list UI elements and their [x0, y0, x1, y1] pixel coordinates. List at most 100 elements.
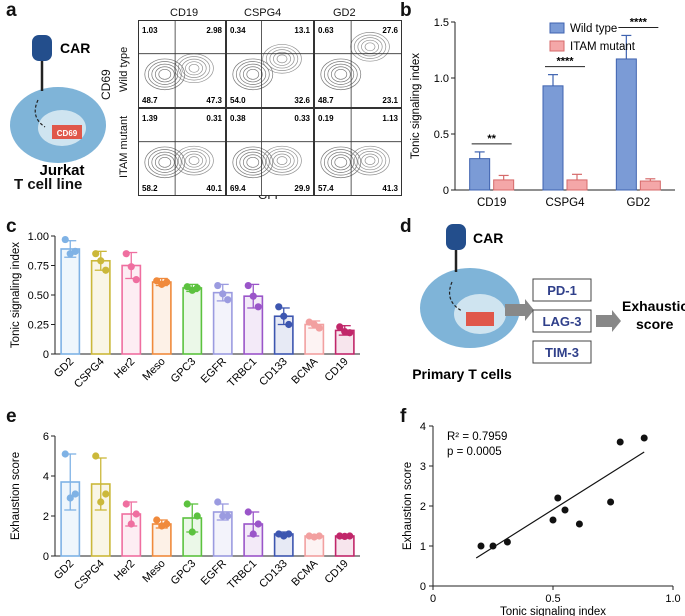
data-point: [193, 284, 201, 292]
bar-fill: [61, 482, 80, 556]
density-contour: [177, 56, 211, 81]
data-point: [132, 276, 140, 284]
bar-fill: [274, 534, 293, 556]
panel-letter-b: b: [400, 0, 412, 21]
density-contour: [158, 156, 172, 168]
bar-wild-type: [615, 58, 637, 191]
signal-arrow-icon: [34, 99, 46, 128]
legend-swatch: [549, 40, 565, 52]
col-label-gd2: GD2: [333, 7, 356, 19]
density-contour: [364, 42, 376, 52]
density-contour: [174, 53, 214, 84]
density-contour: [235, 149, 270, 176]
chart-b-y-tick-label: 0: [443, 185, 449, 197]
bar-fill: [213, 292, 232, 354]
y-tick-label: 2: [420, 501, 426, 513]
flow-plot: 0.19 1.13 57.4 41.3: [314, 108, 402, 196]
significance-label: ****: [630, 16, 648, 28]
data-point: [97, 498, 105, 506]
data-point: [275, 303, 283, 311]
gene-box: [466, 312, 494, 326]
quadrant-ur: 2.98: [206, 26, 222, 35]
legend-label: ITAM mutant: [570, 41, 636, 53]
density-contour: [174, 145, 214, 176]
chart-c-ylabel: Tonic signaling index: [10, 242, 22, 348]
data-point: [503, 538, 511, 546]
schematic-primary: CAR PD-1 LAG-3 TIM-3 Exhaustion score Pr…: [412, 224, 685, 382]
data-point: [183, 500, 191, 508]
car-label: CAR: [473, 230, 503, 246]
data-point: [315, 324, 323, 332]
chart-c-y-tick-label: 1.00: [28, 231, 49, 243]
quadrant-lr: 41.3: [382, 184, 398, 193]
quadrant-ul: 0.38: [230, 114, 246, 123]
density-contour: [276, 54, 288, 64]
data-point: [71, 247, 79, 255]
quadrant-lr: 47.3: [206, 96, 222, 105]
flow-plot-canvas: 0.63 27.6 48.7 23.1: [315, 21, 401, 107]
row-label-wild-type: Wild type: [118, 46, 130, 92]
chart-b-y-tick-label: 0.5: [434, 129, 449, 141]
density-contour: [177, 148, 211, 173]
quadrant-ll: 48.7: [142, 96, 158, 105]
bar-wild-type: [469, 158, 491, 191]
data-point: [561, 506, 569, 514]
bar-fill: [122, 265, 141, 354]
bar-fill: [152, 524, 171, 556]
flow-plot-canvas: 0.19 1.13 57.4 41.3: [315, 109, 401, 195]
data-point: [336, 323, 344, 331]
density-contour: [262, 44, 302, 74]
flow-plot: 0.38 0.33 69.4 29.9: [226, 108, 314, 196]
chart-f-ylabel: Exhaustion score: [402, 462, 414, 550]
x-tick-label: CD19: [477, 197, 506, 209]
marker-tim3: TIM-3: [545, 345, 579, 360]
car-label: CAR: [60, 40, 90, 56]
density-contour: [246, 68, 260, 80]
cell-line-label-2: T cell line: [14, 176, 83, 193]
data-point: [102, 266, 110, 274]
density-contour: [364, 156, 376, 165]
quadrant-ur: 1.13: [382, 114, 398, 123]
bar-wild-type: [542, 85, 564, 191]
data-point: [214, 281, 222, 290]
cd69-label: CD69: [57, 129, 78, 138]
x-tick-label: GD2: [627, 197, 651, 209]
data-point: [122, 250, 130, 258]
bar-fill: [244, 524, 263, 556]
density-contour: [273, 51, 291, 66]
flow-plot: 0.63 27.6 48.7 23.1: [314, 20, 402, 108]
bar-fill: [244, 296, 263, 354]
annotation-r2: R² = 0.7959: [447, 431, 507, 443]
data-point: [97, 257, 105, 265]
density-contour: [320, 146, 362, 179]
marker-box-pd1: [532, 278, 592, 302]
density-contour: [246, 156, 260, 168]
chart-c-y-tick-label: 0: [43, 349, 49, 361]
bar-fill: [305, 324, 324, 354]
density-contour: [239, 151, 267, 173]
quadrant-ll: 54.0: [230, 96, 246, 105]
data-point: [224, 296, 232, 304]
bar-fill: [61, 248, 80, 354]
cell-line-label: Jurkat: [39, 162, 84, 179]
significance-label: ****: [556, 56, 574, 68]
bar-fill: [152, 282, 171, 354]
chart-e-y-tick-label: 2: [43, 511, 49, 523]
density-contour: [147, 61, 182, 88]
density-contour: [188, 156, 200, 165]
data-point: [244, 508, 252, 516]
density-contour: [265, 46, 299, 71]
chart-c: 0 0.25 0.50 0.75 1.00 Tonic signaling index GD…: [10, 231, 360, 390]
density-contour: [181, 151, 207, 171]
result-line-2: score: [636, 316, 674, 332]
data-point: [489, 542, 497, 550]
chart-b: 0 0.5 1.0 1.5 Tonic signaling index CD19 ** CSP…: [410, 16, 675, 209]
chart-e-y-tick-label: 4: [43, 471, 49, 483]
bar-itam-mutant: [493, 179, 515, 191]
density-contour: [188, 63, 200, 73]
marker-lag3: LAG-3: [543, 314, 582, 329]
density-contour: [323, 61, 358, 88]
density-contour: [327, 151, 355, 173]
data-point: [310, 320, 318, 329]
quadrant-lr: 29.9: [294, 184, 310, 193]
